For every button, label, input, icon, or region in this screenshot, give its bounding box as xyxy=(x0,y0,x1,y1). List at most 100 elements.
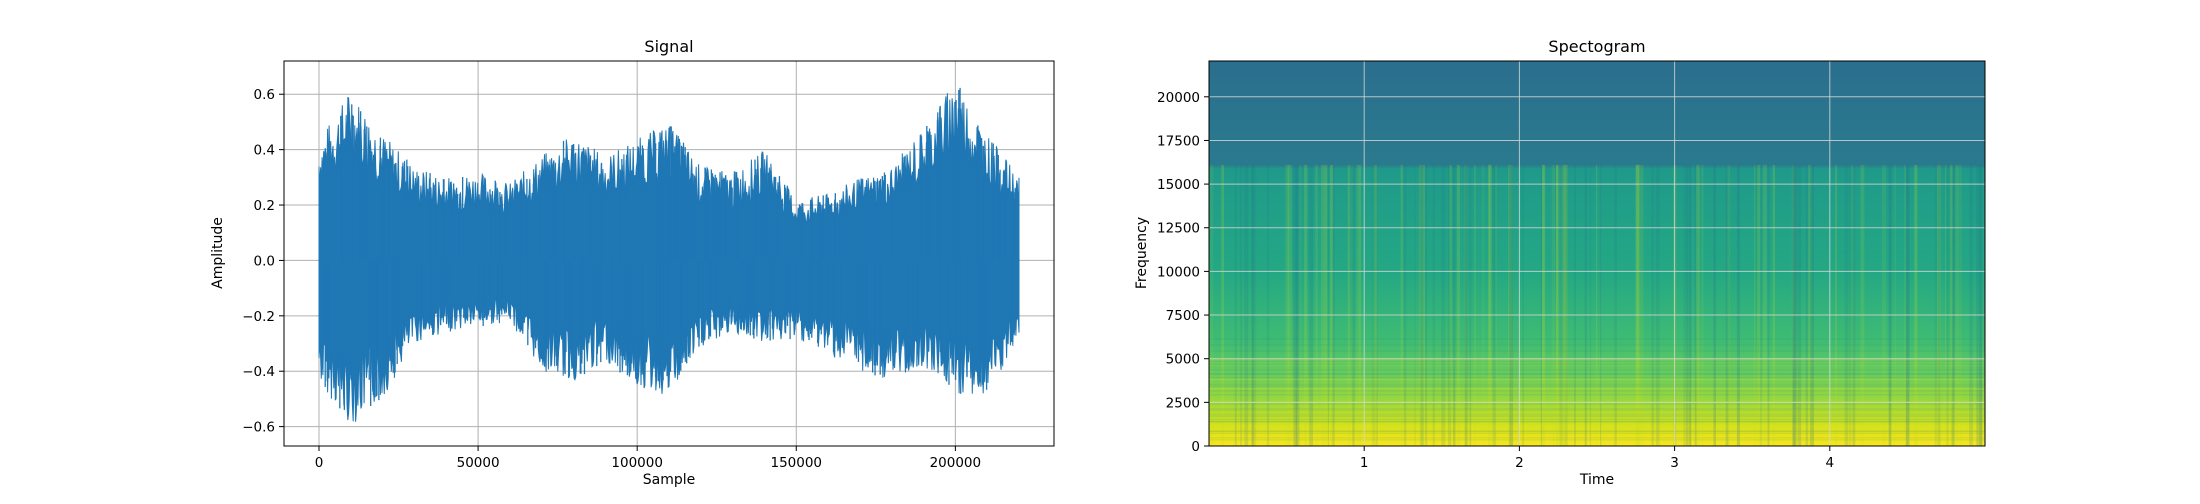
signal-x-tick-label: 50000 xyxy=(457,455,500,471)
spectrogram-x-ticks: 1 2 3 4 xyxy=(1360,446,1834,471)
spectrogram-streak xyxy=(1797,164,1802,446)
spectrogram-streak xyxy=(1332,164,1335,446)
spectrogram-streak xyxy=(1848,164,1852,446)
signal-y-ticks: −0.6 −0.4 −0.2 0.0 0.2 0.4 0.6 xyxy=(242,87,284,436)
spectrogram-streak xyxy=(1251,164,1254,446)
spectrogram-streak xyxy=(1469,164,1472,446)
spectrogram-streak xyxy=(1639,164,1644,446)
spectrogram-y-tick-label: 2500 xyxy=(1166,395,1200,411)
spectrogram-streak xyxy=(1414,164,1416,446)
spectrogram-streak xyxy=(1905,164,1909,446)
spectrogram-streak xyxy=(1509,164,1514,446)
spectrogram-streak xyxy=(1464,164,1468,446)
spectrogram-streak xyxy=(1791,164,1795,446)
spectrogram-streak xyxy=(1373,164,1378,446)
spectrogram-streak xyxy=(1655,164,1660,446)
spectrogram-band xyxy=(1209,421,1985,423)
spectrogram-band xyxy=(1209,409,1985,412)
spectrogram-streak xyxy=(1860,164,1865,446)
spectrogram-streak xyxy=(1614,164,1617,446)
signal-x-tick-label: 0 xyxy=(315,455,324,471)
spectrogram-streak xyxy=(1561,164,1565,446)
spectrogram-streak xyxy=(1358,164,1362,446)
signal-title: Signal xyxy=(644,37,693,56)
spectrogram-streak xyxy=(1725,164,1729,446)
spectrogram-axes-frame xyxy=(1208,60,1986,447)
spectrogram-image xyxy=(1209,61,1985,446)
spectrogram-streak xyxy=(1894,164,1896,446)
spectrogram-band xyxy=(1209,413,1985,416)
spectrogram-x-label: Time xyxy=(1579,472,1614,488)
spectrogram-streak xyxy=(1794,164,1798,446)
spectrogram-band xyxy=(1209,389,1985,392)
spectrogram-band xyxy=(1209,361,1985,364)
signal-spikes xyxy=(324,87,1015,410)
spectrogram-streak xyxy=(1736,164,1740,446)
spectrogram-streak xyxy=(1767,164,1770,446)
spectrogram-streak xyxy=(1492,164,1496,446)
spectrogram-streak xyxy=(1376,164,1378,446)
spectrogram-band xyxy=(1209,376,1985,379)
spectrogram-streak xyxy=(1772,164,1775,446)
spectrogram-streak xyxy=(1696,164,1700,446)
spectrogram-y-ticks: 0 2500 5000 7500 10000 12500 15000 17500 20000 xyxy=(1157,90,1209,455)
spectrogram-streak xyxy=(1596,164,1598,446)
spectrogram-band xyxy=(1209,394,1985,396)
spectrogram-band xyxy=(1209,385,1985,388)
spectrogram-streak xyxy=(1584,164,1587,446)
signal-y-tick-label: 0.0 xyxy=(254,253,275,269)
spectrogram-streak xyxy=(1285,164,1290,446)
spectrogram-band xyxy=(1209,431,1985,433)
spectrogram-streak xyxy=(1299,164,1302,446)
spectrogram-streak xyxy=(1694,164,1697,446)
spectrogram-band xyxy=(1209,432,1985,435)
spectrogram-y-tick-label: 5000 xyxy=(1166,352,1200,368)
spectrogram-streak xyxy=(1374,164,1378,446)
spectrogram-streak xyxy=(1951,164,1955,446)
spectrogram-band xyxy=(1209,378,1985,381)
spectrogram-streak xyxy=(1425,164,1428,446)
spectrogram-band xyxy=(1209,388,1985,391)
signal-y-tick-label: 0.6 xyxy=(254,87,275,103)
spectrogram-streak xyxy=(1844,164,1849,446)
spectrogram-streak xyxy=(1295,164,1300,446)
spectrogram-streak xyxy=(1551,164,1556,446)
spectrogram-streak xyxy=(1330,164,1334,446)
spectrogram-streak xyxy=(1951,164,1955,446)
spectrogram-streak xyxy=(1209,164,1214,446)
spectrogram-band xyxy=(1209,430,1985,432)
spectrogram-band xyxy=(1209,408,1985,410)
signal-y-tick-label: −0.4 xyxy=(242,364,275,380)
spectrogram-band xyxy=(1209,413,1985,416)
spectrogram-streak xyxy=(1441,164,1446,446)
spectrogram-streak xyxy=(1420,164,1424,446)
spectrogram-streak xyxy=(1687,164,1692,446)
spectrogram-band xyxy=(1209,439,1985,441)
spectrogram-band xyxy=(1209,409,1985,411)
spectrogram-streak xyxy=(1221,164,1225,446)
spectrogram-band xyxy=(1209,403,1985,405)
spectrogram-band xyxy=(1209,429,1985,432)
spectrogram-streak xyxy=(1449,164,1452,446)
spectrogram-streak xyxy=(1252,164,1257,446)
signal-axes-frame xyxy=(283,60,1055,447)
signal-chart: 0 50000 100000 150000 200000 −0.6 −0.4 −0.2 0.0… xyxy=(210,37,1055,488)
signal-waveform xyxy=(318,93,1020,422)
spectrogram-streak xyxy=(1419,164,1423,446)
spectrogram-y-label: Frequency xyxy=(1134,217,1150,289)
spectrogram-streak xyxy=(1495,164,1497,446)
spectrogram-streak xyxy=(1244,164,1249,446)
spectrogram-streak xyxy=(1422,164,1425,446)
spectrogram-streak xyxy=(1324,164,1328,446)
spectrogram-streak xyxy=(1556,164,1559,446)
spectrogram-streak xyxy=(1403,164,1407,446)
signal-x-tick-label: 150000 xyxy=(770,455,822,471)
spectrogram-streak xyxy=(1683,164,1688,446)
spectrogram-x-tick-label: 3 xyxy=(1670,455,1679,471)
signal-x-ticks: 0 50000 100000 150000 200000 xyxy=(315,446,981,471)
spectrogram-streak xyxy=(1473,164,1476,446)
spectrogram-streak xyxy=(1540,164,1542,446)
spectrogram-band xyxy=(1209,338,1985,340)
spectrogram-band xyxy=(1209,438,1985,441)
spectrogram-y-tick-label: 12500 xyxy=(1157,221,1200,237)
